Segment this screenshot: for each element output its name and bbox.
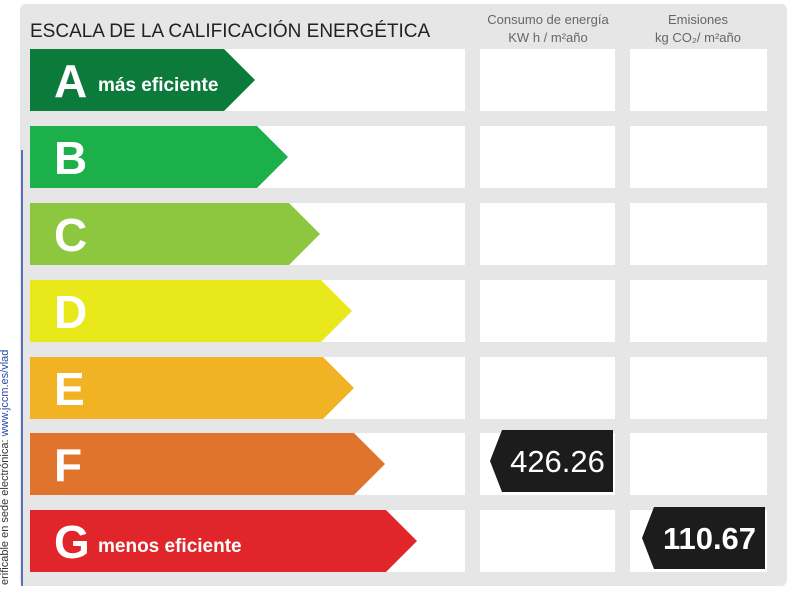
side-note: erificable en sede electrónica: www.jccm… — [0, 350, 11, 585]
rating-arrow — [30, 357, 354, 419]
rating-arrow — [30, 280, 352, 342]
consumption-cell — [480, 510, 615, 572]
column-header: Consumo de energía — [487, 12, 609, 27]
rating-letter: D — [54, 286, 87, 338]
rating-arrow — [30, 510, 417, 572]
rating-letter: E — [54, 363, 85, 415]
value-badge — [642, 507, 765, 569]
rating-letter: C — [54, 209, 87, 261]
rating-letter: F — [54, 439, 82, 491]
rating-arrow — [30, 126, 288, 188]
rating-letter: B — [54, 132, 87, 184]
rating-letter: G — [54, 516, 90, 568]
column-header: KW h / m²año — [508, 30, 587, 45]
consumption-cell — [480, 126, 615, 188]
rating-arrow — [30, 49, 255, 111]
title: ESCALA DE LA CALIFICACIÓN ENERGÉTICA — [30, 20, 430, 42]
emissions-cell — [630, 126, 767, 188]
side-note-link: www.jccm.es/vlad — [0, 350, 11, 438]
emissions-cell — [630, 203, 767, 265]
emissions-cell — [630, 49, 767, 111]
rating-arrow — [30, 433, 385, 495]
column-header: Emisiones — [668, 12, 728, 27]
rating-label: más eficiente — [98, 75, 218, 96]
value-text: 426.26 — [510, 444, 605, 479]
consumption-cell — [480, 203, 615, 265]
value-text: 110.67 — [663, 521, 756, 556]
emissions-cell — [630, 357, 767, 419]
rating-arrow — [30, 203, 320, 265]
rating-label: menos eficiente — [98, 536, 242, 557]
column-header: kg CO₂/ m²año — [655, 30, 741, 45]
emissions-cell — [630, 433, 767, 495]
rating-letter: A — [54, 55, 87, 107]
emissions-cell — [630, 280, 767, 342]
consumption-cell — [480, 49, 615, 111]
consumption-cell — [480, 280, 615, 342]
consumption-cell — [480, 357, 615, 419]
value-badge — [490, 430, 613, 492]
side-note-text: erificable en sede electrónica: — [0, 436, 11, 585]
